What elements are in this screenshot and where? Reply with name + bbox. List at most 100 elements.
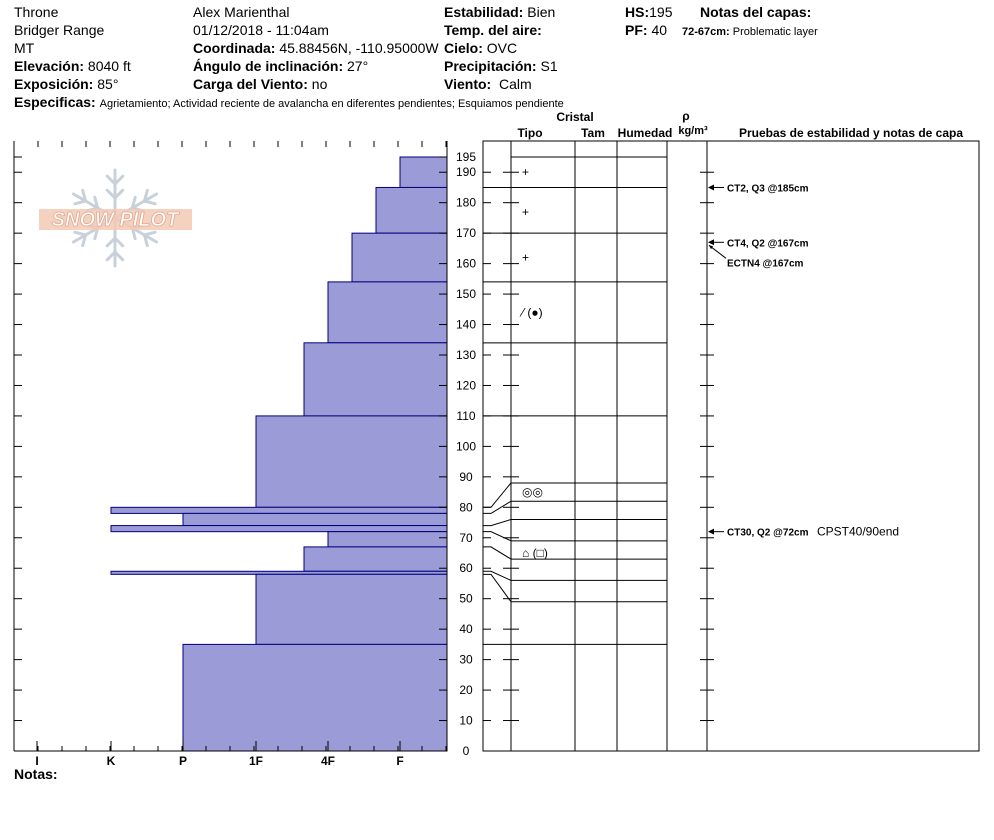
test-label: CT30, Q2 @72cm <box>727 528 809 539</box>
precip-label: Precipitación: <box>444 58 537 74</box>
snowflake-branch <box>81 233 88 248</box>
height-tick-label: 160 <box>456 257 476 271</box>
layer-table-frame <box>482 140 980 752</box>
aspect-value: 85° <box>97 76 119 92</box>
boundary-connectors <box>483 186 512 645</box>
height-tick-label: 195 <box>456 150 476 164</box>
wind-load-row: Carga del Viento: no <box>193 76 327 93</box>
coordinates-value: 45.88456N, -110.95000W <box>279 40 439 56</box>
hardness-tick-label: F <box>396 754 403 768</box>
height-tick-label: 60 <box>459 561 473 575</box>
boundary-connector <box>483 546 512 560</box>
height-tick-label: 80 <box>459 500 473 514</box>
test-note: CPST40/90end <box>817 525 899 539</box>
stability-tests: CT2, Q3 @185cm CT4, Q2 @167cm ECTN4 @167cm… <box>708 183 899 539</box>
boundary-connector <box>483 573 512 603</box>
snowflake-branch <box>142 199 157 206</box>
height-tick-label: 180 <box>456 196 476 210</box>
height-tick-label: 170 <box>456 226 476 240</box>
test-arrow-head <box>708 239 714 246</box>
snowflake-branch <box>105 250 117 262</box>
precip-value: S1 <box>540 58 558 74</box>
snowflake-branch <box>105 236 117 248</box>
profile-layer <box>375 186 448 234</box>
slope-row: Ángulo de inclinación: 27° <box>193 58 368 75</box>
height-tick-label: 100 <box>456 439 476 453</box>
height-tick-label: 30 <box>459 653 473 667</box>
hardness-axis: I K P 1F 4F F <box>13 141 447 768</box>
aspect-label: Exposición: <box>14 76 94 92</box>
layer-note-item: 72-67cm: Problematic layer <box>682 24 818 41</box>
height-tick-label: 150 <box>456 287 476 301</box>
layer-boundaries <box>511 156 667 645</box>
profile-layer <box>327 281 448 344</box>
hardness-profile <box>110 156 448 752</box>
grain-type-symbol: + <box>522 165 529 179</box>
height-tick-label: 0 <box>463 744 470 758</box>
snowflake-branch <box>113 188 125 200</box>
location-name: Throne <box>14 4 59 20</box>
profile-layer <box>303 342 448 417</box>
test-arrow-head <box>708 184 714 191</box>
observer-name: Alex Marienthal <box>193 4 290 20</box>
layer-note-text: Problematic layer <box>732 26 818 38</box>
profile-layer <box>182 643 448 752</box>
snowflake-branch <box>113 174 125 186</box>
profile-layer <box>110 506 448 514</box>
profile-layer <box>255 415 448 508</box>
height-tick-label: 140 <box>456 318 476 332</box>
snowflake-branch <box>105 188 117 200</box>
stability-row: Estabilidad: Bien <box>444 4 555 21</box>
height-tick-label: 10 <box>459 714 473 728</box>
hs-value: 195 <box>649 4 673 20</box>
aspect-row: Exposición: 85° <box>14 76 118 93</box>
wind-label: Viento: <box>444 76 492 92</box>
snowflake-branch <box>105 174 117 186</box>
hardness-tick-label: K <box>107 754 116 768</box>
slope-value: 27° <box>347 58 369 74</box>
height-tick-label: 40 <box>459 622 473 636</box>
boundary-connector <box>483 570 512 581</box>
col-header-moisture: Humedad <box>618 126 673 140</box>
boundary-connector <box>483 519 512 527</box>
height-tick-label: 190 <box>456 165 476 179</box>
grain-type-symbol: + <box>522 205 529 219</box>
hardness-tick-label: P <box>179 754 187 768</box>
layer-notes-title: Notas del capas: <box>700 4 812 20</box>
test-label: CT2, Q3 @185cm <box>727 183 809 194</box>
grain-type-symbol: ⌂ (□) <box>522 546 548 560</box>
air-temp-row: Temp. del aire: <box>444 22 542 39</box>
snowflake-branch <box>73 199 88 206</box>
pf-value: 40 <box>651 22 668 38</box>
col-header-density-unit: kg/m³ <box>678 125 708 137</box>
wind-load-value: no <box>311 76 328 92</box>
snowflake-branch <box>73 230 88 237</box>
snowflake-branch <box>93 195 100 210</box>
layer-note-range: 72-67cm: <box>682 26 730 38</box>
snowflake-branch <box>81 188 88 203</box>
precip-row: Precipitación: S1 <box>444 58 558 75</box>
boundary-connector <box>483 531 512 542</box>
coordinates-row: Coordinada: 45.88456N, -110.95000W <box>193 40 439 57</box>
grain-type-symbol: ⁄ (●) <box>519 305 543 319</box>
col-header-density-symbol: ρ <box>682 109 689 123</box>
height-tick-label: 70 <box>459 531 473 545</box>
snowflake-branch <box>142 230 157 237</box>
wind-value: Calm <box>498 76 532 92</box>
test-label: CT4, Q2 @167cm <box>727 238 809 249</box>
wind-load-label: Carga del Viento: <box>193 76 308 92</box>
hs-label: HS: <box>625 4 650 20</box>
col-header-tests: Pruebas de estabilidad y notas de capa <box>739 126 963 140</box>
profile-layer <box>110 525 448 533</box>
sky-label: Cielo: <box>444 40 483 56</box>
height-tick-label: 90 <box>459 470 473 484</box>
elevation-label: Elevación: <box>14 58 85 74</box>
profile-layer <box>327 531 448 548</box>
snowflake-branch <box>113 250 125 262</box>
test-label: ECTN4 @167cm <box>727 258 804 269</box>
test-arrow-head <box>708 528 714 535</box>
boundary-connector <box>483 482 512 508</box>
height-tick-label: 120 <box>456 378 476 392</box>
profile-layer <box>255 573 448 645</box>
